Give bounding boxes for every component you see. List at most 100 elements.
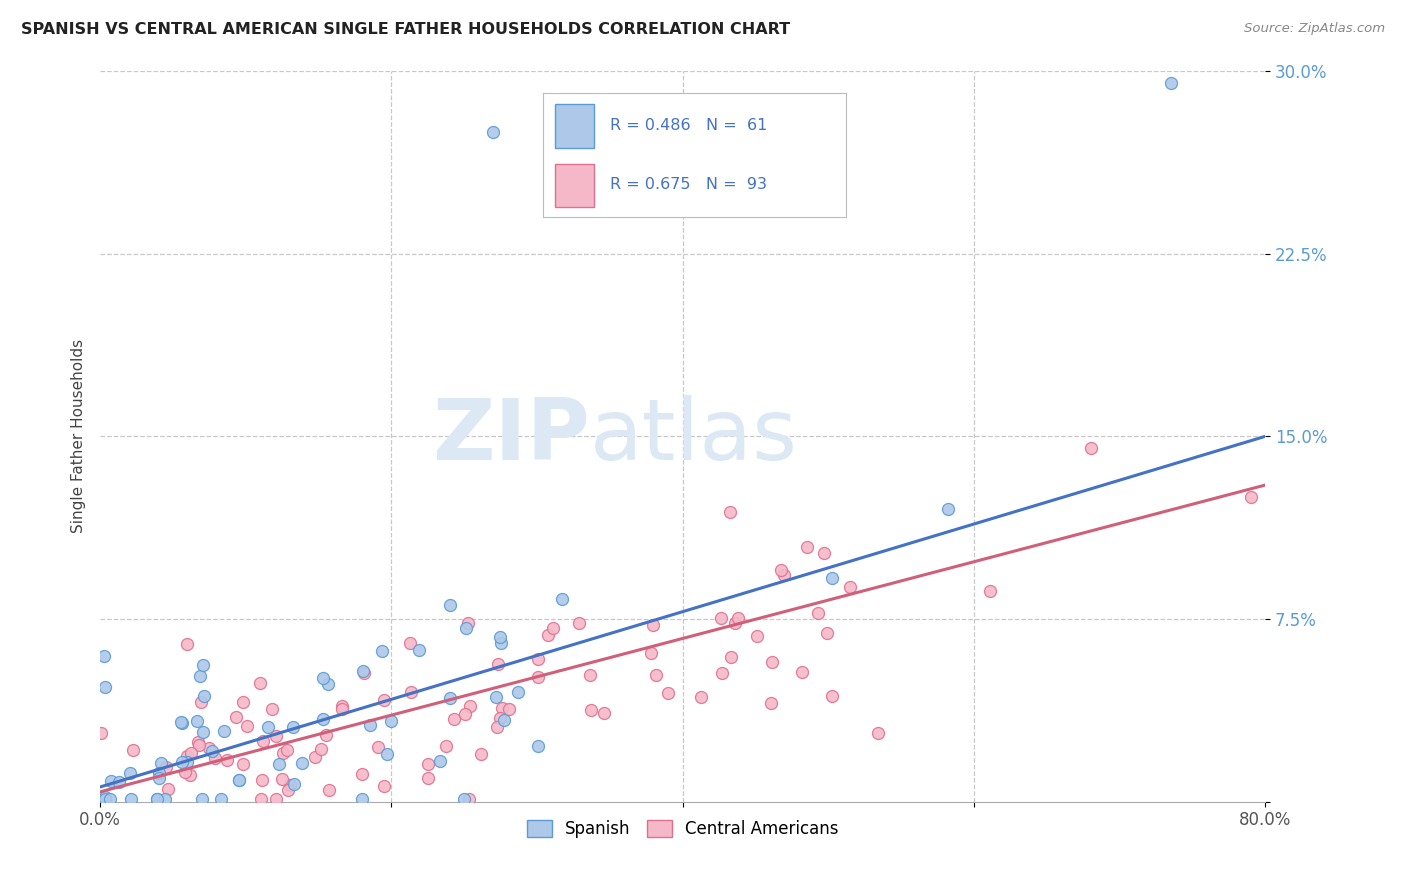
Point bbox=[796, 540, 818, 554]
Point bbox=[330, 702, 353, 716]
Point bbox=[821, 689, 844, 703]
Point bbox=[578, 668, 600, 682]
Point bbox=[489, 711, 512, 725]
Point bbox=[204, 751, 226, 765]
Point bbox=[718, 505, 741, 519]
Point bbox=[283, 720, 305, 734]
Point bbox=[498, 702, 520, 716]
Point bbox=[439, 598, 461, 612]
Point bbox=[312, 712, 335, 726]
Point bbox=[232, 695, 254, 709]
Point bbox=[359, 718, 381, 732]
Point bbox=[398, 636, 420, 650]
Point bbox=[486, 657, 509, 671]
Point bbox=[94, 790, 117, 805]
Point bbox=[371, 644, 394, 658]
Point bbox=[936, 502, 959, 516]
Point bbox=[176, 755, 198, 769]
Point bbox=[257, 720, 280, 734]
Point bbox=[720, 650, 742, 665]
Text: Source: ZipAtlas.com: Source: ZipAtlas.com bbox=[1244, 22, 1385, 36]
Point bbox=[429, 754, 451, 768]
Point bbox=[214, 723, 236, 738]
Point bbox=[94, 681, 117, 695]
Point bbox=[380, 714, 402, 728]
Point bbox=[770, 563, 793, 577]
Point bbox=[541, 621, 564, 635]
Point bbox=[191, 658, 214, 673]
Point bbox=[235, 718, 257, 732]
Point bbox=[148, 765, 170, 780]
Point bbox=[108, 775, 131, 789]
Point bbox=[228, 772, 250, 787]
Point bbox=[332, 699, 354, 714]
Point bbox=[250, 792, 273, 806]
Point bbox=[551, 591, 574, 606]
Point bbox=[260, 702, 283, 716]
Point bbox=[318, 783, 340, 797]
Point bbox=[724, 616, 747, 631]
Point bbox=[489, 630, 512, 644]
Point bbox=[1240, 490, 1263, 504]
Point bbox=[418, 756, 440, 771]
Point bbox=[839, 581, 862, 595]
Point bbox=[283, 776, 305, 790]
Point bbox=[759, 696, 782, 710]
Point bbox=[176, 637, 198, 651]
Point bbox=[232, 756, 254, 771]
Point bbox=[470, 747, 492, 761]
Point bbox=[121, 743, 143, 757]
Point bbox=[399, 685, 422, 699]
Point bbox=[640, 646, 662, 660]
Point bbox=[100, 773, 122, 788]
Point bbox=[657, 686, 679, 700]
Point bbox=[485, 690, 508, 705]
Point bbox=[291, 756, 314, 770]
Point bbox=[190, 792, 212, 806]
Point bbox=[146, 792, 169, 806]
Point bbox=[249, 676, 271, 690]
Point bbox=[198, 740, 221, 755]
Point bbox=[145, 792, 167, 806]
Point bbox=[209, 792, 232, 806]
Point bbox=[527, 739, 550, 754]
Point bbox=[458, 792, 481, 806]
Point bbox=[98, 792, 121, 806]
Point bbox=[761, 655, 783, 669]
Point bbox=[458, 699, 481, 714]
Point bbox=[155, 760, 177, 774]
Point bbox=[264, 792, 287, 806]
Point bbox=[568, 616, 591, 631]
Point bbox=[645, 668, 668, 682]
Point bbox=[727, 610, 749, 624]
Point bbox=[350, 766, 373, 780]
Point bbox=[443, 712, 465, 726]
Point bbox=[486, 720, 509, 734]
Point bbox=[180, 746, 202, 760]
Text: SPANISH VS CENTRAL AMERICAN SINGLE FATHER HOUSEHOLDS CORRELATION CHART: SPANISH VS CENTRAL AMERICAN SINGLE FATHE… bbox=[21, 22, 790, 37]
Point bbox=[527, 652, 550, 666]
Point bbox=[367, 739, 389, 754]
Point bbox=[453, 792, 475, 806]
Point bbox=[821, 571, 844, 585]
Point bbox=[250, 772, 273, 787]
Point bbox=[434, 739, 457, 753]
Point bbox=[169, 714, 191, 729]
Point bbox=[187, 735, 209, 749]
Point bbox=[353, 665, 375, 679]
Point bbox=[745, 629, 768, 643]
Point bbox=[148, 771, 170, 785]
Point bbox=[579, 703, 602, 717]
Point bbox=[1080, 442, 1102, 456]
Point bbox=[215, 754, 238, 768]
Point bbox=[454, 706, 477, 721]
Point bbox=[153, 792, 176, 806]
Point bbox=[312, 671, 335, 685]
Point bbox=[172, 716, 194, 731]
Text: ZIP: ZIP bbox=[432, 395, 589, 478]
Point bbox=[280, 778, 302, 792]
Point bbox=[807, 606, 830, 620]
Point bbox=[309, 742, 332, 756]
Point bbox=[489, 635, 512, 649]
Point bbox=[93, 648, 115, 663]
